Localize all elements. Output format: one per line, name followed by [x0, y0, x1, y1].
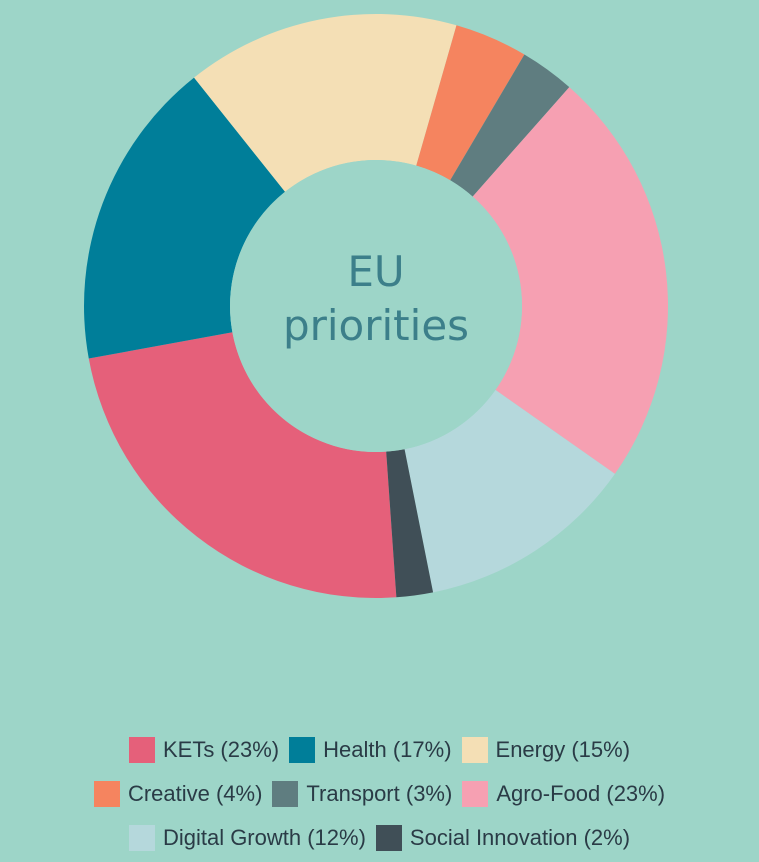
slice-transport	[450, 54, 570, 197]
slice-kets	[88, 332, 397, 599]
legend-label: Energy (15%)	[495, 737, 631, 762]
legend-swatch	[128, 737, 155, 763]
slice-health	[83, 77, 286, 359]
legend-item: Digital Growth (12%)	[128, 825, 366, 851]
legend-swatch	[461, 737, 488, 763]
slice-digital-growth	[404, 389, 615, 593]
legend-item: Energy (15%)	[461, 737, 631, 763]
legend: KETs (23%) Health (17%) Energy (15%) Creati…	[0, 728, 759, 860]
legend-swatch	[462, 781, 489, 807]
legend-label: Agro-Food (23%)	[496, 781, 666, 806]
donut-center	[230, 160, 522, 452]
legend-label: Transport (3%)	[306, 781, 453, 806]
legend-swatch	[375, 825, 402, 851]
legend-label: Social Innovation (2%)	[409, 825, 631, 850]
slice-energy	[194, 13, 457, 192]
center-label-line-1: EU	[347, 247, 404, 296]
legend-swatch	[128, 825, 155, 851]
legend-row: Creative (4%) Transport (3%) Agro-Food (23…	[89, 772, 670, 816]
donut-chart: EU priorities	[83, 13, 668, 599]
legend-item: KETs (23%)	[128, 737, 280, 763]
legend-swatch	[93, 781, 120, 807]
legend-item: Social Innovation (2%)	[375, 825, 631, 851]
legend-item: Transport (3%)	[272, 781, 452, 807]
legend-swatch	[272, 781, 299, 807]
legend-swatch	[289, 737, 316, 763]
legend-item: Health (17%)	[289, 737, 452, 763]
legend-row: Digital Growth (12%) Social Innovation (2…	[124, 816, 635, 860]
slice-agro-food	[472, 87, 668, 474]
legend-row: KETs (23%) Health (17%) Energy (15%)	[124, 728, 635, 772]
legend-item: Creative (4%)	[93, 781, 263, 807]
slice-creative	[416, 25, 525, 181]
legend-label: Creative (4%)	[127, 781, 263, 806]
legend-label: Health (17%)	[323, 737, 452, 762]
legend-item: Agro-Food (23%)	[462, 781, 665, 807]
legend-label: Digital Growth (12%)	[162, 825, 366, 850]
center-label-line-2: priorities	[283, 301, 469, 350]
legend-label: KETs (23%)	[162, 737, 280, 762]
slice-social-innovation	[386, 449, 434, 598]
